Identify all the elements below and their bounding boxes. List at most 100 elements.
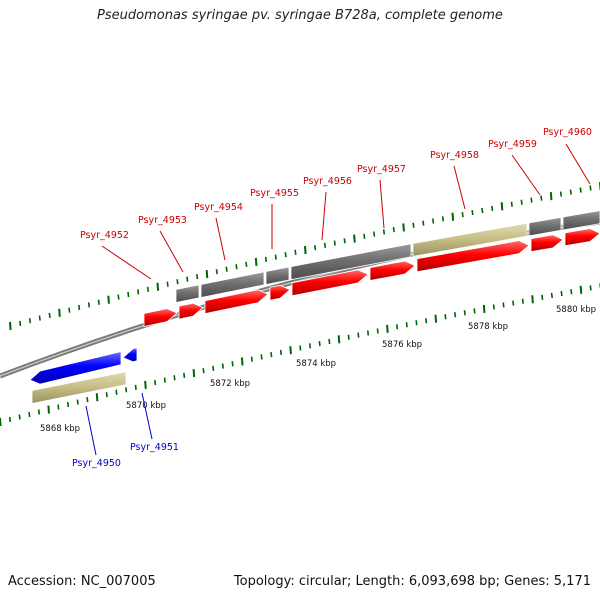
tick-mark [510, 201, 513, 207]
tick-mark [9, 321, 12, 331]
tick-mark [531, 295, 534, 304]
tick-mark [502, 302, 505, 308]
tick-mark [144, 380, 147, 390]
forward-cds-arrow [416, 240, 530, 273]
tick-mark [137, 289, 140, 295]
tick-mark [363, 233, 366, 239]
tick-mark [444, 314, 447, 320]
tick-mark [415, 320, 418, 326]
tick-mark [95, 393, 99, 402]
gene-bar-highlight [31, 371, 127, 404]
tick-mark [57, 404, 60, 410]
tick-mark [225, 266, 228, 272]
label-leader-line [159, 230, 184, 273]
scale-label: 5872 kbp [210, 379, 250, 389]
gene-bar [200, 271, 265, 298]
label-leader-line [565, 143, 591, 185]
tick-mark [47, 405, 50, 414]
tick-mark [254, 257, 258, 266]
gene-label-psyr-4956: Psyr_4956 [303, 176, 352, 187]
tick-mark [570, 289, 573, 295]
tick-mark [173, 375, 176, 381]
tick-mark [245, 261, 248, 267]
tick-mark [520, 199, 523, 205]
label-leader-line [101, 245, 152, 280]
tick-mark [463, 310, 466, 316]
forward-cds-arrow [269, 284, 291, 301]
forward-cds-arrow [143, 308, 178, 327]
gene-bar [562, 210, 600, 231]
tick-mark [202, 368, 205, 374]
tick-mark [58, 308, 61, 317]
genome-stats-text: Topology: circular; Length: 6,093,698 bp… [233, 574, 591, 589]
tick-mark [560, 290, 563, 297]
tick-mark [451, 212, 455, 221]
tick-mark [279, 349, 283, 356]
tick-mark [405, 322, 408, 328]
forward-cds-arrow [291, 269, 369, 297]
tick-mark [0, 417, 2, 427]
tick-mark [521, 298, 524, 304]
label-leaders [85, 143, 591, 456]
tick-mark [386, 324, 389, 333]
tick-mark [376, 328, 379, 334]
tick-mark [97, 299, 100, 305]
tick-mark [289, 346, 292, 355]
tick-mark [134, 384, 137, 390]
tick-mark [125, 387, 128, 393]
tick-mark [343, 238, 346, 244]
label-leader-line [453, 165, 466, 210]
tick-mark [186, 276, 189, 282]
tick-mark [250, 356, 254, 362]
tick-mark [154, 379, 157, 386]
map-title: Pseudomonas syringae pv. syringae B728a,… [97, 8, 503, 23]
tick-mark [328, 338, 331, 345]
tick-mark [357, 332, 360, 338]
tick-mark [412, 222, 415, 228]
gene-label-psyr-4957: Psyr_4957 [357, 164, 406, 175]
tick-mark [432, 218, 435, 224]
tick-mark [434, 314, 438, 323]
tick-mark [323, 242, 327, 248]
tick-mark [176, 279, 179, 285]
tick-mark [579, 187, 582, 193]
gene-label-psyr-4952: Psyr_4952 [80, 230, 129, 241]
label-leader-line [379, 179, 385, 229]
tick-mark [333, 240, 336, 246]
scale-label: 5868 kbp [40, 424, 80, 434]
tick-mark [304, 245, 307, 255]
tick-mark [196, 274, 199, 280]
label-leader-line [85, 405, 97, 456]
tick-mark [294, 249, 297, 255]
tick-mark [163, 377, 166, 383]
tick-mark [284, 252, 287, 258]
tick-mark [166, 281, 169, 287]
scale-label: 5874 kbp [296, 359, 336, 369]
gene-bar [265, 266, 290, 286]
tick-mark [105, 392, 108, 398]
tick-mark [212, 365, 215, 371]
label-leader-line [321, 191, 327, 241]
tick-mark [392, 227, 395, 233]
tick-mark [127, 291, 130, 298]
tick-mark [589, 285, 592, 291]
tick-mark [481, 207, 484, 214]
forward-cds-arrow [530, 234, 564, 253]
label-leader-line [215, 217, 226, 261]
tick-mark [68, 307, 71, 313]
tick-mark [512, 300, 515, 306]
tick-mark [395, 324, 399, 330]
tick-mark [19, 320, 22, 326]
tick-mark [274, 254, 277, 260]
tick-mark [540, 195, 543, 201]
tick-mark [299, 345, 302, 351]
forward-cds-arrow [178, 302, 204, 320]
tick-mark [156, 282, 160, 291]
tick-mark [579, 285, 583, 294]
gene-label-psyr-4958: Psyr_4958 [430, 150, 479, 161]
gene-bar-highlight [412, 222, 528, 257]
tick-mark [337, 335, 341, 344]
scale-label: 5880 kbp [556, 305, 596, 315]
tick-mark [347, 334, 350, 340]
